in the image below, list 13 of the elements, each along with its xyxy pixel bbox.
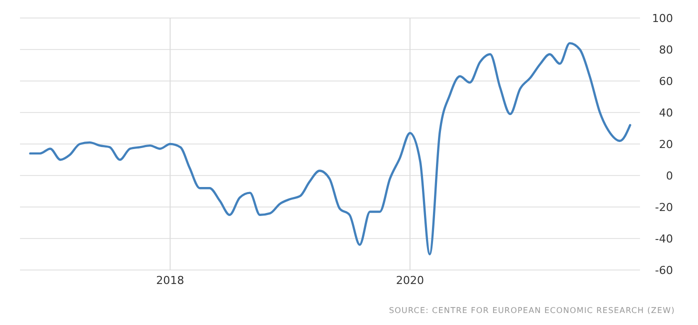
line-series bbox=[29, 42, 632, 256]
x-tick-label: 2020 bbox=[396, 274, 424, 287]
y-tick-label: 80 bbox=[659, 43, 673, 56]
source-note: SOURCE: CENTRE FOR EUROPEAN ECONOMIC RESEARCH (ZEW) bbox=[388, 306, 675, 315]
y-tick-label: 0 bbox=[666, 169, 673, 182]
y-tick-label: 20 bbox=[659, 138, 673, 151]
y-tick-label: 100 bbox=[652, 12, 673, 25]
y-tick-label: 40 bbox=[659, 106, 673, 120]
y-tick-label: -40 bbox=[655, 232, 673, 246]
y-tick-label: 60 bbox=[659, 74, 673, 88]
y-tick-label: -20 bbox=[655, 200, 673, 214]
x-tick-label: 2018 bbox=[156, 274, 184, 287]
y-tick-label: -60 bbox=[655, 264, 673, 277]
